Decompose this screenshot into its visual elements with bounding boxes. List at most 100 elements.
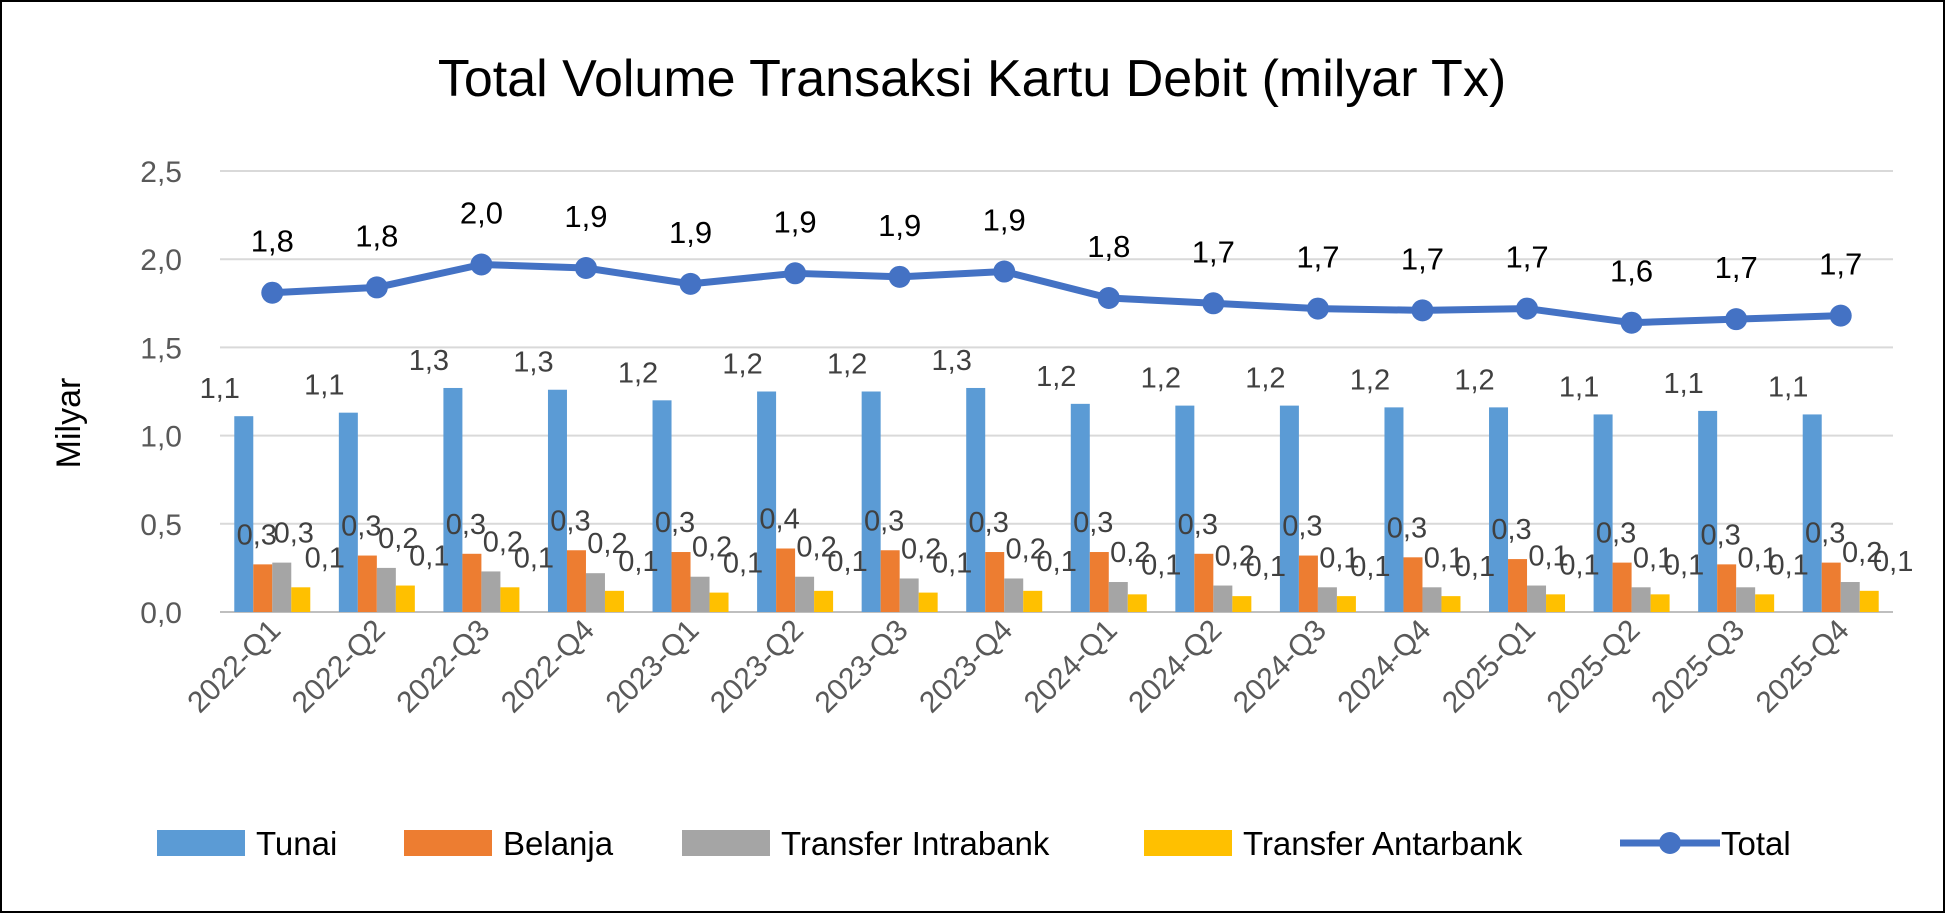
data-label-total: 1,7: [1296, 240, 1339, 275]
legend-label: Belanja: [503, 825, 614, 862]
data-label-belanja: 0,3: [446, 509, 486, 541]
bar-tunai: [443, 387, 463, 612]
total-point: [1620, 311, 1643, 334]
bar-transfer-antarbank: [1650, 594, 1670, 612]
y-axis-label: Milyar: [50, 378, 88, 469]
data-label-total: 1,7: [1505, 240, 1548, 275]
bar-tunai: [861, 391, 881, 612]
total-line: [272, 260, 1841, 327]
legend-marker: [1659, 832, 1681, 854]
x-tick-label: 2024-Q3: [1227, 614, 1333, 720]
bar-transfer-intrabank: [690, 576, 710, 612]
bar-transfer-intrabank: [1527, 585, 1547, 612]
y-axis-ticks: 0,0 0,5 1,0 1,5 2,0 2,5: [140, 156, 182, 630]
data-label-total: 2,0: [460, 195, 503, 230]
bar-transfer-antarbank: [500, 587, 520, 612]
total-point: [993, 260, 1016, 283]
bar-belanja: [1508, 559, 1528, 612]
data-label-transfer-antarbank: 0,1: [1350, 551, 1390, 583]
data-label-transfer-antarbank: 0,1: [305, 542, 345, 574]
bar-transfer-intrabank: [585, 573, 605, 612]
data-label-transfer-intrabank: 0,2: [1842, 537, 1882, 569]
total-point: [1516, 297, 1539, 320]
bar-transfer-intrabank: [1004, 578, 1024, 612]
data-label-transfer-antarbank: 0,1: [514, 542, 554, 574]
data-label-belanja: 0,3: [655, 507, 695, 539]
x-tick-label: 2022-Q2: [286, 614, 392, 720]
data-label-transfer-intrabank: 0,2: [378, 523, 418, 555]
bar-transfer-antarbank: [1232, 596, 1252, 612]
data-label-tunai: 1,1: [200, 373, 240, 405]
bar-tunai: [1279, 405, 1299, 612]
data-label-total: 1,7: [1715, 250, 1758, 285]
bar-belanja: [1089, 552, 1109, 612]
total-point: [365, 276, 388, 299]
bar-belanja: [566, 550, 586, 612]
total-point: [1829, 304, 1852, 327]
data-label-transfer-antarbank: 0,1: [723, 548, 763, 580]
x-tick-label: 2023-Q3: [809, 614, 915, 720]
total-point: [1411, 299, 1434, 322]
x-tick-label: 2025-Q1: [1436, 614, 1542, 720]
bar-tunai: [1489, 407, 1509, 612]
data-label-transfer-antarbank: 0,1: [1873, 546, 1913, 578]
data-label-belanja: 0,3: [1282, 511, 1322, 543]
data-label-tunai: 1,2: [1245, 363, 1285, 395]
x-tick-label: 2025-Q4: [1750, 614, 1856, 720]
bar-transfer-intrabank: [272, 562, 292, 612]
legend-swatch: [682, 830, 770, 856]
x-tick-label: 2022-Q1: [181, 614, 287, 720]
bar-transfer-antarbank: [709, 592, 729, 612]
data-label-transfer-intrabank: 0,1: [1319, 542, 1359, 574]
data-label-belanja: 0,3: [1178, 509, 1218, 541]
data-label-belanja: 0,3: [1387, 512, 1427, 544]
x-tick-label: 2022-Q3: [390, 614, 496, 720]
data-label-transfer-intrabank: 0,2: [901, 533, 941, 565]
bar-transfer-intrabank: [376, 567, 396, 612]
bar-transfer-intrabank: [1422, 587, 1442, 612]
x-tick-label: 2023-Q2: [704, 614, 810, 720]
data-label-belanja: 0,3: [1700, 519, 1740, 551]
bar-transfer-antarbank: [395, 585, 415, 612]
bar-tunai: [1593, 414, 1613, 612]
data-label-tunai: 1,1: [1559, 371, 1599, 403]
data-label-transfer-antarbank: 0,1: [1141, 549, 1181, 581]
legend-label: Tunai: [256, 825, 337, 862]
bar-tunai: [1384, 407, 1404, 612]
x-axis-ticks: 2022-Q12022-Q22022-Q32022-Q42023-Q12023-…: [181, 614, 1855, 720]
total-point: [574, 257, 597, 280]
bar-belanja: [671, 552, 691, 612]
data-label-transfer-antarbank: 0,1: [1246, 551, 1286, 583]
x-tick-label: 2023-Q4: [913, 614, 1019, 720]
data-label-transfer-intrabank: 0,1: [1424, 542, 1464, 574]
bar-transfer-antarbank: [1336, 596, 1356, 612]
data-label-tunai: 1,2: [1141, 363, 1181, 395]
data-label-transfer-intrabank: 0,2: [483, 526, 523, 558]
y-tick-label: 0,0: [140, 597, 182, 630]
y-tick-label: 1,0: [140, 421, 182, 454]
bar-transfer-antarbank: [1546, 594, 1566, 612]
y-tick-label: 0,5: [140, 509, 182, 542]
data-label-tunai: 1,1: [1768, 371, 1808, 403]
data-label-transfer-antarbank: 0,1: [618, 546, 658, 578]
bar-belanja: [1298, 555, 1318, 612]
data-label-tunai: 1,1: [1663, 368, 1703, 400]
legend: Tunai Belanja Transfer Intrabank Transfer A…: [157, 825, 1791, 862]
data-label-total: 1,7: [1819, 247, 1862, 282]
bars-layer: [234, 387, 1879, 612]
total-point: [1306, 297, 1329, 320]
data-label-total: 1,8: [1087, 229, 1130, 264]
data-label-transfer-intrabank: 0,1: [1737, 542, 1777, 574]
data-label-total: 1,7: [1192, 234, 1235, 269]
bar-belanja: [357, 555, 377, 612]
bar-transfer-intrabank: [795, 576, 815, 612]
data-label-transfer-intrabank: 0,1: [1528, 541, 1568, 573]
bar-tunai: [757, 391, 777, 612]
data-label-belanja: 0,3: [550, 505, 590, 537]
bar-belanja: [985, 552, 1005, 612]
data-label-tunai: 1,2: [1350, 364, 1390, 396]
data-label-total: 1,6: [1610, 254, 1653, 289]
data-label-total: 1,8: [355, 218, 398, 253]
data-label-transfer-antarbank: 0,1: [932, 548, 972, 580]
